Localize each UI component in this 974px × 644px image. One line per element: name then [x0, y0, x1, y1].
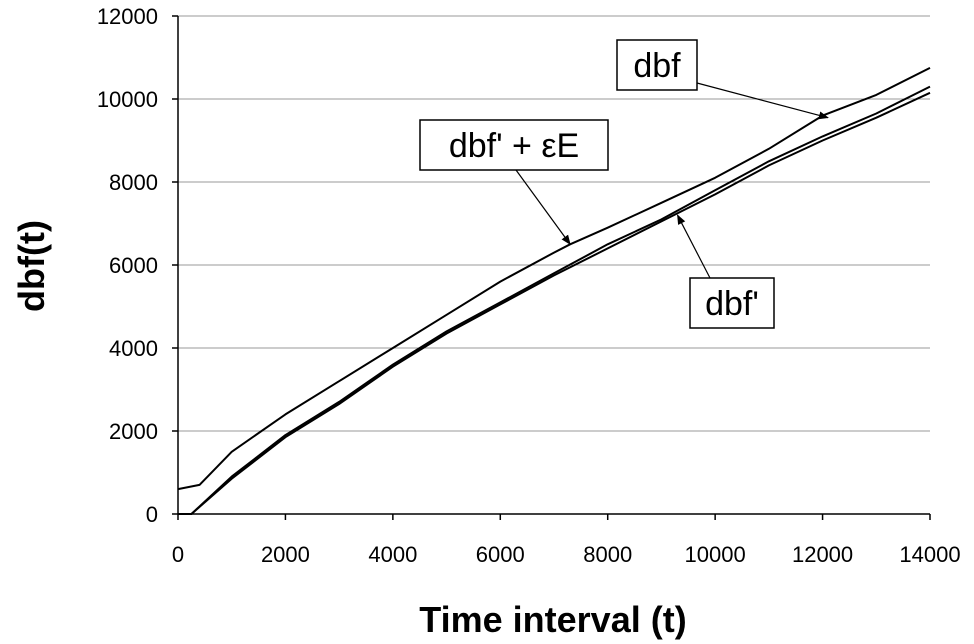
x-tick-label: 4000 — [368, 542, 417, 567]
x-tick-label: 12000 — [792, 542, 853, 567]
annotation-box — [419, 119, 609, 171]
y-tick-labels: 0 2000 4000 6000 8000 10000 12000 — [97, 4, 158, 527]
y-axis-title: dbf(t) — [11, 220, 52, 312]
y-tick-label: 2000 — [109, 419, 158, 444]
y-tick-label: 12000 — [97, 4, 158, 29]
series-line-2 — [178, 91, 931, 515]
y-tick-label: 0 — [146, 502, 158, 527]
x-tick-labels: 0 2000 4000 6000 8000 10000 12000 14000 — [172, 542, 961, 567]
x-tick-label: 10000 — [685, 542, 746, 567]
x-tick-label: 8000 — [583, 542, 632, 567]
x-tick-label: 14000 — [899, 542, 960, 567]
annotation-label: dbf — [633, 47, 681, 85]
x-tick-label: 6000 — [476, 542, 525, 567]
annotation-box — [689, 277, 775, 329]
x-axis-title: Time interval (t) — [419, 599, 686, 640]
y-tick-label: 6000 — [109, 253, 158, 278]
series-lines — [177, 67, 931, 515]
annotation-label: dbf' — [705, 285, 759, 323]
y-tick-label: 10000 — [97, 87, 158, 112]
gridlines — [178, 15, 930, 515]
y-tick-label: 8000 — [109, 170, 158, 195]
annotation-arrow — [515, 169, 571, 246]
x-tick-label: 2000 — [261, 542, 310, 567]
y-tick-label: 4000 — [109, 336, 158, 361]
axes — [172, 15, 931, 520]
annotation-label: dbf' + εE — [449, 127, 579, 165]
annotation-box — [616, 39, 698, 91]
x-tick-label: 0 — [172, 542, 184, 567]
series-line-0 — [177, 67, 931, 491]
annotation-arrow — [696, 82, 829, 120]
annotation-arrow — [677, 214, 711, 279]
annotations: dbf dbf' + εE dbf' — [419, 39, 829, 329]
series-line-1 — [178, 85, 931, 515]
